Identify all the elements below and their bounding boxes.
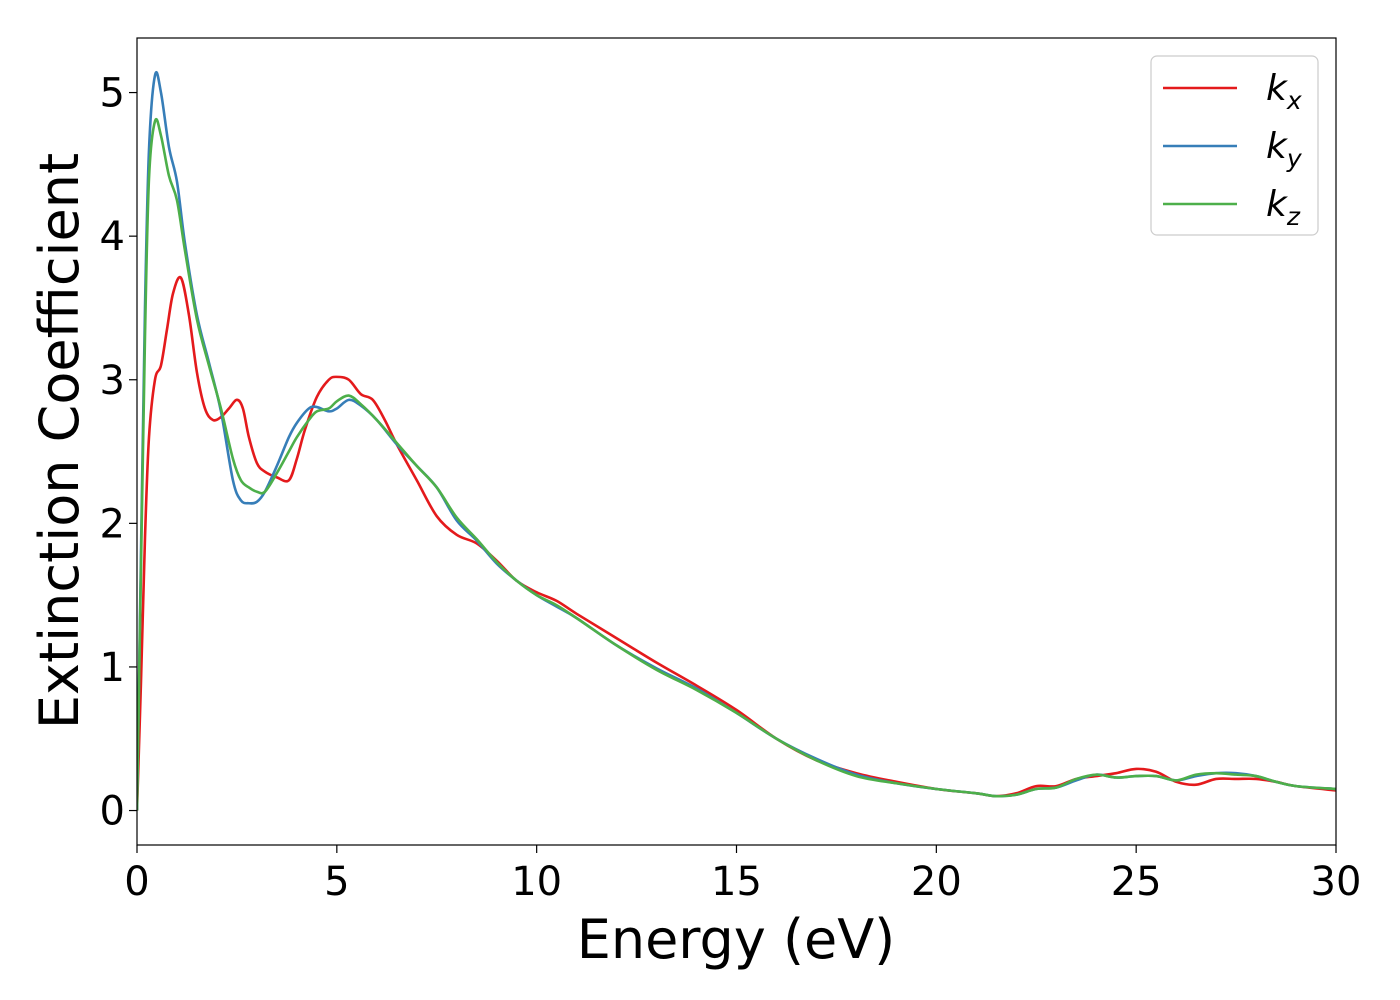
legend-label-subscript: y [1286,144,1303,173]
x-axis-ticks: 0 5 10 15 20 25 30 [124,845,1361,905]
legend-label-subscript: x [1286,86,1302,115]
legend-label: kx [1266,68,1302,115]
x-tick-label: 5 [324,859,349,905]
legend-label: kz [1266,184,1301,231]
x-axis-label: Energy (eV) [577,908,896,971]
y-tick-label: 3 [100,358,125,404]
legend-label-main: k [1266,68,1289,109]
y-tick-label: 1 [100,645,125,691]
x-tick-label: 0 [124,859,149,905]
series-line-kz [137,117,1336,811]
series-layer [137,71,1336,811]
legend-item-ky: ky [1163,126,1303,173]
legend-item-kx: kx [1163,68,1302,115]
x-tick-label: 15 [711,859,762,905]
legend-item-kz: kz [1163,184,1301,231]
x-tick-label: 10 [511,859,562,905]
legend-label-subscript: z [1286,202,1301,231]
y-tick-label: 4 [100,214,125,260]
y-tick-label: 5 [100,71,125,117]
legend-label-main: k [1266,126,1289,167]
y-axis-ticks: 0 1 2 3 4 5 [100,71,137,835]
y-tick-label: 2 [100,501,125,547]
legend-label: ky [1266,126,1303,173]
y-axis-label: Extinction Coefficient [28,153,91,729]
legend-label-main: k [1266,184,1289,225]
x-tick-label: 25 [1111,859,1162,905]
y-tick-label: 0 [100,789,125,835]
x-tick-label: 30 [1311,859,1362,905]
x-tick-label: 20 [911,859,962,905]
